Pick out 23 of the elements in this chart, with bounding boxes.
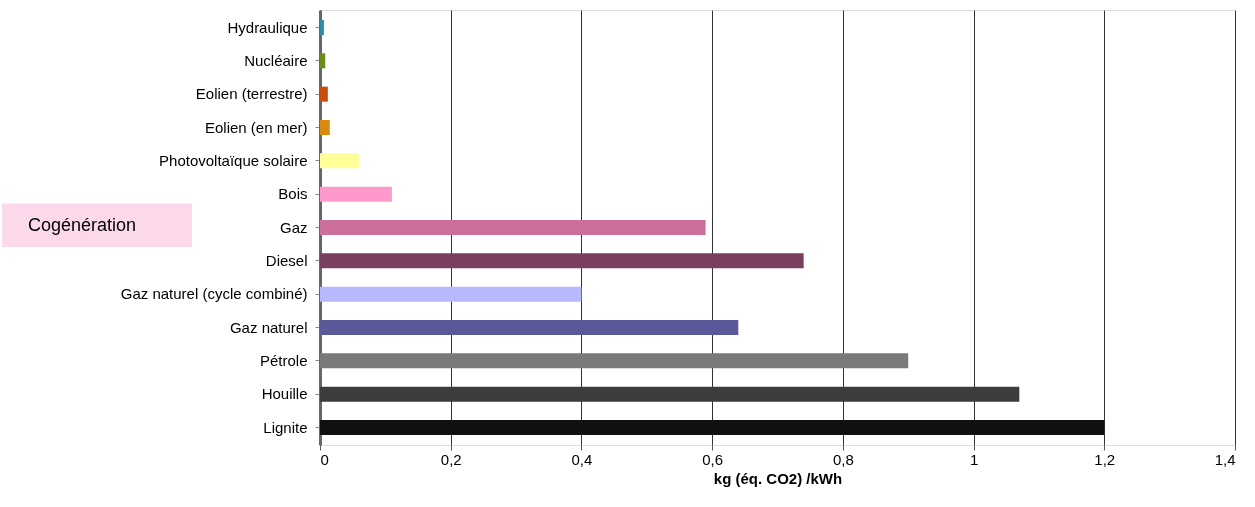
x-tick-label: 1 <box>969 450 979 468</box>
y-tick-label: Nucléaire <box>244 51 308 69</box>
y-tick-label: Bois <box>278 185 308 203</box>
x-tick-label: 0 <box>320 450 329 468</box>
x-tick-label: 0,2 <box>440 450 462 468</box>
x-axis-title: kg (éq. CO2) /kWh <box>713 469 843 487</box>
x-tick-label: 1,4 <box>1214 450 1236 468</box>
y-tick-label: Gaz naturel <box>229 318 308 336</box>
y-tick-label: Photovoltaïque solaire <box>159 151 308 169</box>
x-tick-label: 0,8 <box>832 450 854 468</box>
y-tick-label: Houille <box>261 385 308 403</box>
text: Cogénération <box>27 215 137 236</box>
y-tick-label: Diesel <box>265 251 308 269</box>
x-tick-label: 0,6 <box>702 450 724 468</box>
x-tick-label: 0,4 <box>571 450 593 468</box>
y-tick-label: Eolien (en mer) <box>204 118 308 136</box>
y-tick-label: Hydraulique <box>227 18 308 36</box>
y-tick-label: Gaz naturel (cycle combiné) <box>120 285 308 303</box>
y-tick-label: Pétrole <box>259 351 308 369</box>
y-tick-label: Gaz <box>279 218 308 236</box>
y-tick-label: Lignite <box>263 418 308 436</box>
y-tick-label: Eolien (terrestre) <box>195 85 308 103</box>
x-tick-label: 1,2 <box>1094 450 1116 468</box>
